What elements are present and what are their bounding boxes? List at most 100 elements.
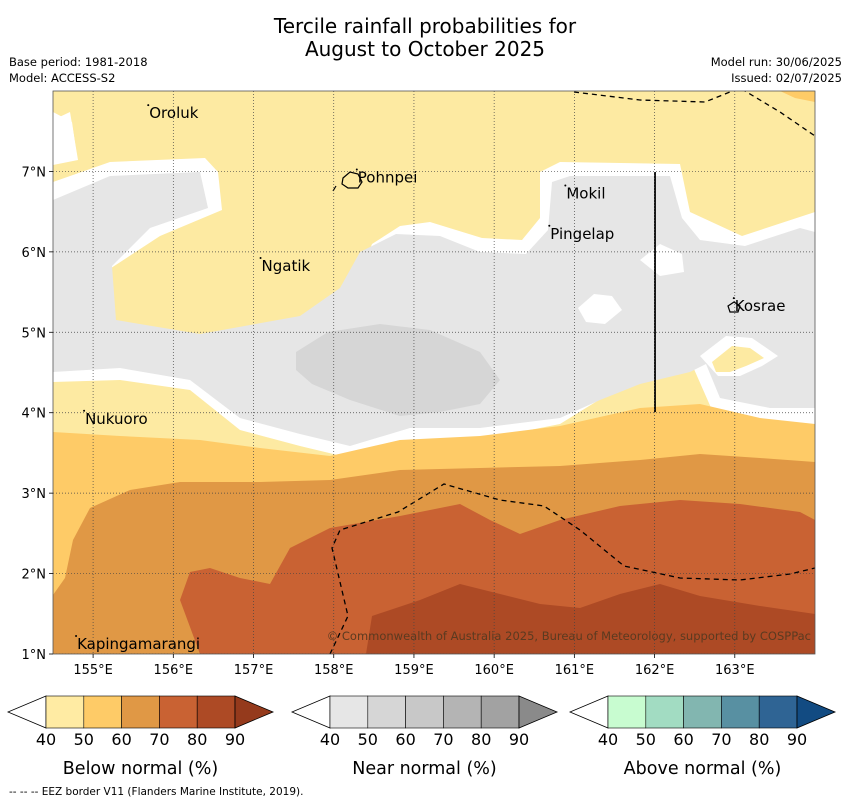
gridlines — [53, 91, 815, 654]
colorbar-tick-label: 80 — [749, 730, 769, 749]
colorbar-over-arrow — [796, 695, 837, 729]
colorbar-tick-label: 50 — [636, 730, 656, 749]
colorbar-title: Above normal (%) — [624, 759, 782, 779]
place-label-mokil: Mokil — [566, 185, 605, 203]
colorbar-over-arrow — [234, 695, 275, 729]
colorbar-title: Below normal (%) — [63, 759, 218, 779]
colorbar-swatch — [721, 695, 760, 729]
x-tick-label: 159°E — [394, 663, 434, 678]
colorbar-tick-label: 70 — [711, 730, 731, 749]
place-marker — [147, 104, 150, 107]
place-marker — [75, 634, 78, 637]
colorbar-swatch — [443, 695, 482, 729]
colorbar-swatch — [159, 695, 198, 729]
low-confidence-hole-3 — [53, 112, 76, 158]
eez-footnote: -- -- -- EEZ border V11 (Flanders Marine… — [9, 786, 304, 798]
model-run-text: Model run: 30/06/2025 — [710, 55, 842, 69]
colorbar-3: 40 50 60 70 80 90 Above normal (%) — [568, 695, 837, 779]
place-labels: Oroluk Pohnpei Mokil Pingelap Ngatik Kosrae Nu… — [75, 104, 785, 653]
colorbar-swatch — [607, 695, 647, 729]
y-tick-label: 6°N — [22, 246, 47, 261]
place-marker — [548, 224, 551, 227]
run-info-right: Model run: 30/06/2025 Issued: 02/07/2025 — [711, 54, 842, 86]
base-period-text: Base period: 1981-2018 — [9, 55, 148, 69]
place-label-nukuoro: Nukuoro — [85, 410, 148, 428]
y-tick-label: 1°N — [22, 648, 47, 663]
place-marker — [259, 256, 262, 259]
eez-border-south — [329, 483, 815, 654]
copyright-text: © Commonwealth of Australia 2025, Bureau… — [327, 629, 811, 643]
y-tick-label: 4°N — [22, 407, 47, 422]
eez-border-north — [573, 91, 815, 137]
colorbar-tick-label: 80 — [471, 730, 491, 749]
x-tick-label: 162°E — [635, 663, 675, 678]
place-label-pingelap: Pingelap — [550, 225, 614, 243]
run-info-left: Base period: 1981-2018 Model: ACCESS-S2 — [9, 54, 148, 86]
below-normal-50-corner — [780, 91, 815, 102]
issued-text: Issued: 02/07/2025 — [731, 71, 842, 85]
place-marker — [732, 297, 735, 300]
kosrae-below-normal-core — [712, 346, 764, 372]
place-label-kosrae: Kosrae — [735, 297, 786, 315]
colorbar-swatch — [329, 695, 369, 729]
colorbar-swatch — [83, 695, 122, 729]
colorbar-1: 40 50 60 70 80 90 Below normal (%) — [6, 695, 275, 779]
colorbar-swatch — [683, 695, 722, 729]
colorbar-under-arrow — [568, 695, 609, 729]
colorbar-swatch — [645, 695, 684, 729]
colorbar-tick-label: 40 — [36, 730, 56, 749]
y-tick-label: 2°N — [22, 568, 47, 583]
colorbar-2: 40 50 60 70 80 90 Near normal (%) — [290, 695, 559, 779]
near-normal-40-area — [53, 172, 815, 446]
colorbar-under-arrow — [290, 695, 331, 729]
colorbar-tick-label: 90 — [225, 730, 245, 749]
place-marker — [83, 409, 86, 412]
colorbar-tick-label: 60 — [111, 730, 131, 749]
axis-labels: 155°E 156°E 157°E 158°E 159°E 160°E 161°E 162°E… — [22, 165, 755, 678]
x-tick-label: 160°E — [474, 663, 514, 678]
colorbar-tick-label: 90 — [509, 730, 529, 749]
colorbar-tick-label: 70 — [433, 730, 453, 749]
place-label-pohnpei: Pohnpei — [358, 168, 418, 186]
colorbar-swatch — [45, 695, 85, 729]
colorbar-under-arrow — [6, 695, 47, 729]
y-tick-label: 5°N — [22, 326, 47, 341]
y-tick-label: 3°N — [22, 487, 47, 502]
x-tick-label: 158°E — [314, 663, 354, 678]
colorbar-legends: 40 50 60 70 80 90 Below normal (%) 40 50 60 70 80 90… — [6, 695, 837, 779]
colorbar-tick-label: 50 — [74, 730, 94, 749]
probability-map: Oroluk Pohnpei Mokil Pingelap Ngatik Kosrae Nu… — [53, 91, 815, 654]
colorbar-tick-label: 40 — [320, 730, 340, 749]
place-marker — [355, 168, 358, 171]
place-label-kapingamarangi: Kapingamarangi — [77, 635, 200, 653]
place-label-oroluk: Oroluk — [149, 104, 198, 122]
y-tick-label: 7°N — [22, 165, 47, 180]
map-frame — [52, 90, 816, 655]
colorbar-over-arrow — [518, 695, 559, 729]
x-tick-label: 156°E — [154, 663, 194, 678]
colorbar-tick-label: 60 — [673, 730, 693, 749]
near-normal-50-area — [296, 324, 500, 416]
title-line-2: August to October 2025 — [304, 37, 546, 61]
x-tick-label: 161°E — [555, 663, 595, 678]
colorbar-swatch — [405, 695, 444, 729]
place-marker — [564, 184, 567, 187]
colorbar-swatch — [367, 695, 406, 729]
colorbar-tick-label: 90 — [787, 730, 807, 749]
colorbar-swatch — [121, 695, 160, 729]
place-label-ngatik: Ngatik — [262, 257, 311, 275]
colorbar-tick-label: 60 — [395, 730, 415, 749]
colorbar-tick-label: 40 — [598, 730, 618, 749]
colorbar-swatch — [758, 695, 798, 729]
colorbar-tick-label: 50 — [358, 730, 378, 749]
title-line-1: Tercile rainfall probabilities for — [273, 14, 577, 38]
low-confidence-hole-1 — [578, 294, 622, 324]
kosrae-island-outline — [727, 301, 741, 313]
pohnpei-island-outline — [341, 171, 363, 189]
colorbar-tick-label: 70 — [149, 730, 169, 749]
x-tick-label: 155°E — [73, 663, 113, 678]
colorbar-tick-label: 80 — [187, 730, 207, 749]
x-tick-label: 163°E — [715, 663, 755, 678]
colorbar-swatch — [480, 695, 520, 729]
colorbar-title: Near normal (%) — [352, 759, 497, 779]
